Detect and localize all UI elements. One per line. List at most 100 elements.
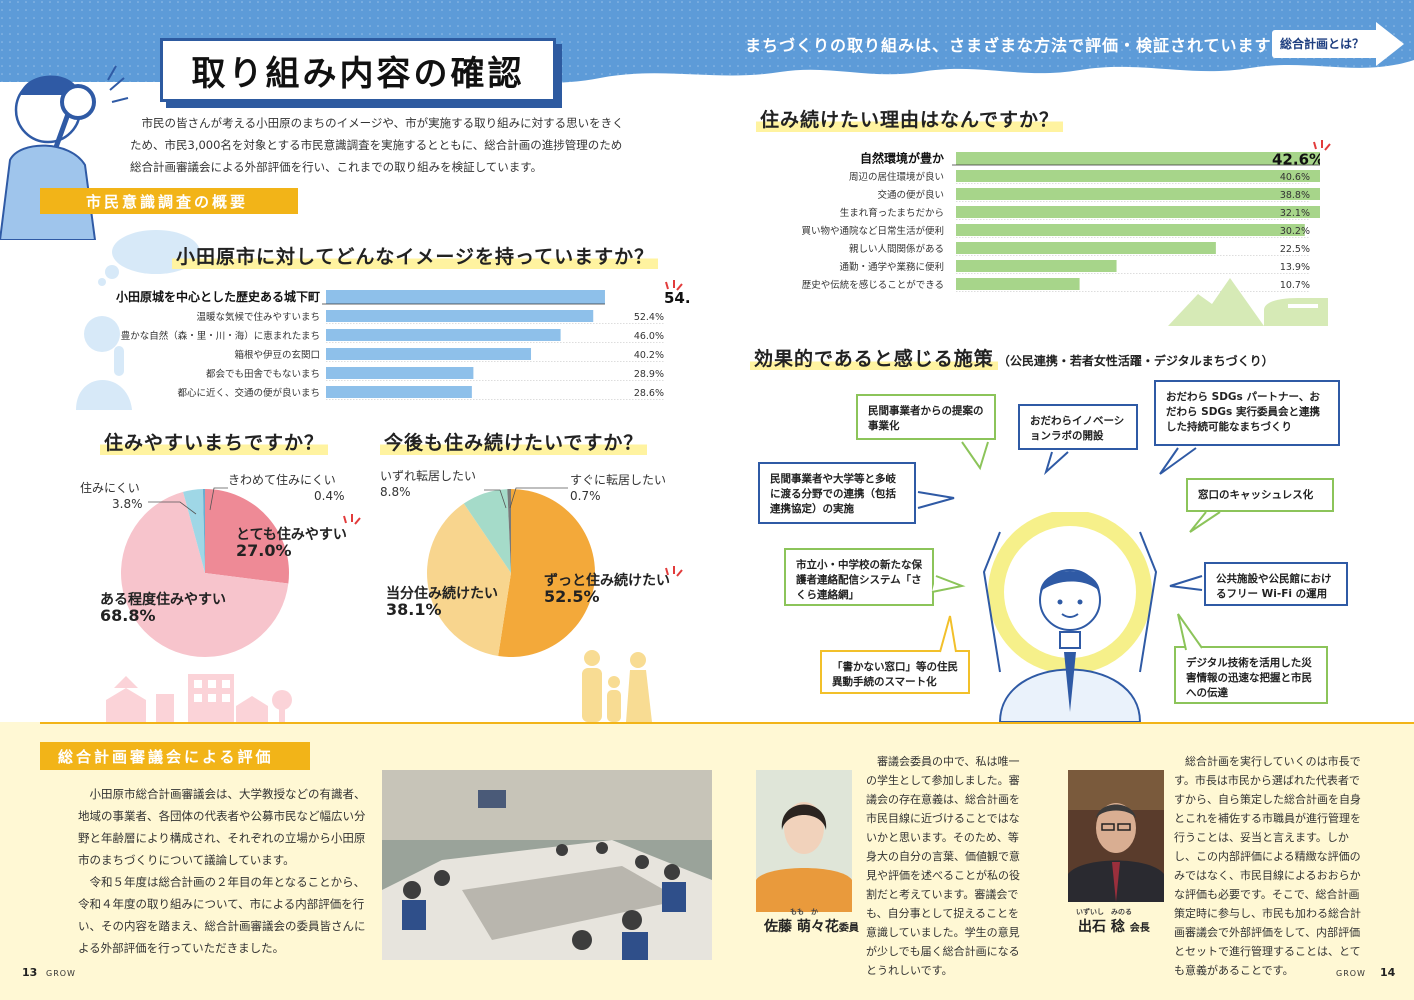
bubble-tails [917, 441, 1221, 653]
bar-value: 52.4% [634, 312, 664, 323]
bar-value: 30.2% [1280, 226, 1310, 237]
bar [326, 329, 561, 341]
bar-label: 温暖な気候で住みやすいまち [196, 311, 320, 323]
bar [326, 310, 594, 322]
measures-title-wrap: 効果的であると感じる施策 （公民連携・若者女性活躍・デジタルまちづくり） [750, 344, 1274, 371]
bubble-free-wifi: 公共施設や公民館におけるフリー Wi-Fi の運用 [1204, 562, 1348, 606]
bar-value: 13.9% [1280, 262, 1310, 273]
accent-mark-icon [343, 514, 361, 525]
sato-portrait [756, 770, 852, 912]
livable-leader-lines [148, 487, 228, 515]
bar-label: 歴史や伝統を感じることができる [802, 279, 944, 291]
bar-value: 46.0% [634, 331, 664, 342]
bar-value: 22.5% [1280, 244, 1310, 255]
izuishi-comment: 総合計画を実行していくのは市長です。市長は市民から選ばれた代表者ですから、自ら策… [1174, 755, 1361, 977]
bar-value: 32.1% [1280, 208, 1310, 219]
pie-slice [202, 489, 205, 573]
thinking-person-decoration [76, 316, 132, 410]
bar-label: 豊かな自然（森・里・川・海）に恵まれたまち [121, 330, 320, 342]
bar [956, 242, 1216, 254]
header-tagline: まちづくりの取り組みは、さまざまな方法で評価・検証されています [745, 36, 1272, 55]
bar-label: 小田原城を中心とした歴史ある城下町 [116, 289, 320, 304]
livable-label-very: とても住みやすい 27.0% [236, 527, 347, 560]
bar-label: 周辺の居住環境が良い [849, 171, 944, 183]
bar [956, 224, 1305, 236]
castle-town-decoration [106, 674, 292, 722]
what-is-plan-button[interactable]: 総合計画とは？ [1272, 22, 1407, 66]
bar-label: 買い物や通院など日常生活が便利 [801, 225, 944, 237]
bar-value: 28.6% [634, 388, 664, 399]
bubble-private-proposal: 民間事業者からの提案の事業化 [856, 394, 996, 440]
bar-value: 38.8% [1280, 190, 1310, 201]
continue-label-always: ずっと住み続けたい 52.5% [544, 573, 670, 606]
bar [956, 170, 1320, 182]
sato-comment: 審議会委員の中で、私は唯一の学生として参加しました。審議会の存在意義は、総合計画… [866, 755, 1020, 977]
ok-sign-man-illustration [982, 512, 1158, 722]
bar-value: 10.7% [1280, 280, 1310, 291]
survey-section-label: 市民意識調査の概要 [40, 188, 298, 214]
left-magazine-name: GROW [46, 969, 76, 978]
bar [326, 386, 472, 398]
intro-text: 市民の皆さんが考える小田原のまちのイメージや、市が実施する取り組みに対する思いを… [130, 116, 624, 174]
bar-value: 28.9% [634, 369, 664, 380]
continue-leader-lines [484, 487, 568, 509]
measures-title: 効果的であると感じる施策 [750, 348, 998, 370]
continue-pie-chart [427, 489, 595, 657]
evaluation-text: 小田原市総合計画審議会は、大学教授などの有識者、地域の事業者、各団体の代表者や公… [78, 783, 366, 959]
accent-mark-icon [665, 280, 683, 291]
bar-value: 54.7% [664, 289, 690, 307]
bubble-no-writing-window: 「書かない窓口」等の住民異動手続のスマート化 [820, 650, 970, 694]
pie-slice [183, 489, 205, 573]
bar-label: 都会でも田舎でもないまち [206, 368, 320, 380]
izuishi-portrait [1068, 770, 1164, 902]
bar-label: 親しい人間関係がある [849, 243, 944, 255]
pie-slice [427, 503, 511, 657]
bar [956, 260, 1117, 272]
livable-label-somewhat: ある程度住みやすい 68.8% [100, 592, 226, 625]
pie-slice [205, 489, 289, 584]
bar-label: 生まれ育ったまちだから [840, 207, 944, 219]
pie-slice [121, 491, 289, 657]
measures-subtitle: （公民連携・若者女性活躍・デジタルまちづくり） [997, 354, 1274, 368]
bubble-partnership: 民間事業者や大学等と多岐に渡る分野での連携（包括連携協定）の実施 [758, 462, 916, 524]
image-question-title: 小田原市に対してどんなイメージを持っていますか？ [172, 242, 659, 269]
bar [326, 290, 605, 304]
family-decoration [582, 650, 652, 722]
bar [956, 278, 1080, 290]
what-is-plan-label: 総合計画とは？ [1280, 37, 1365, 51]
continue-label-soon: すぐに転居したい 0.7% [570, 473, 667, 503]
bar [956, 206, 1320, 218]
right-page-number: 14 [1380, 966, 1396, 979]
evaluation-band-border [40, 722, 1414, 724]
livable-pie-chart [121, 489, 289, 657]
bar [326, 348, 532, 360]
continue-label-for-now: 当分住み続けたい 38.1% [386, 586, 498, 619]
reason-question-title: 住み続けたい理由はなんですか？ [756, 105, 1064, 132]
livable-label-hard: 住みにくい 3.8% [80, 481, 143, 511]
evaluation-section-label: 総合計画審議会による評価 [40, 742, 310, 770]
izuishi-name: いずいし みのる 出石 稔 会長 [1076, 908, 1150, 935]
continue-question-title: 今後も住み続けたいですか？ [380, 428, 648, 455]
reason-bar-chart: 自然環境が豊か 42.6% 周辺の居住環境が良い 40.6% 交通の便が良い 38.8% 生… [801, 151, 1320, 292]
bar-value: 40.6% [1280, 172, 1310, 183]
pie-slice [498, 489, 595, 657]
image-bar-chart: 小田原城を中心とした歴史ある城下町 54.7% 温暖な気候で住みやすいまち 52.4%… [116, 289, 690, 400]
bar-label: 交通の便が良い [877, 189, 944, 201]
right-magazine-name: GROW [1336, 969, 1366, 978]
bar-label: 都心に近く、交通の便が良いまち [177, 387, 320, 399]
bar [326, 367, 474, 379]
bar-label: 自然環境が豊か [860, 151, 944, 166]
pie-slice [507, 489, 511, 573]
bar-label: 通勤・通学や業務に便利 [839, 261, 944, 273]
left-page-number: 13 [22, 966, 38, 979]
page-title: 取り組み内容の確認 [160, 38, 556, 102]
bubble-disaster-info: デジタル技術を活用した災害情報の迅速な把握と市民への伝達 [1174, 646, 1328, 704]
livable-question-title: 住みやすいまちですか？ [100, 428, 329, 455]
bar [956, 152, 1320, 165]
bubble-cashless: 窓口のキャッシュレス化 [1186, 478, 1334, 512]
accent-mark-icon [1313, 140, 1331, 151]
bubble-sdgs: おだわら SDGs パートナー、おだわら SDGs 実行委員会と連携した持続可能… [1154, 380, 1340, 446]
accent-mark-icon [665, 566, 683, 577]
sato-name: もも か 佐藤 萌々花委員 [764, 908, 859, 935]
bar-value: 42.6% [1272, 151, 1320, 169]
